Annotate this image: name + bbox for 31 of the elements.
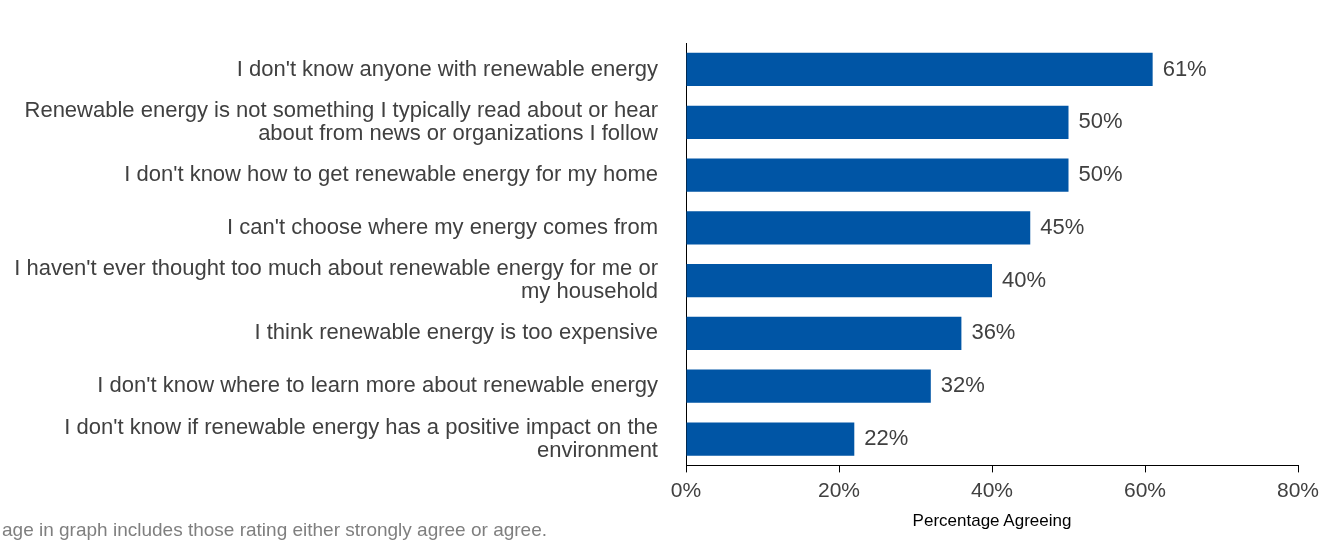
y-tick-label: I can't choose where my energy comes from: [227, 213, 658, 239]
bar: [686, 52, 1153, 87]
data-label: 61%: [1162, 55, 1207, 81]
data-label: 50%: [1078, 161, 1123, 187]
y-tick-label: Renewable energy is not something I typically read about or hear about from news or organizations I follow: [24, 96, 659, 145]
y-tick-label: I don't know how to get renewable energy for my home: [124, 161, 658, 187]
x-tick-label: 40%: [970, 477, 1014, 501]
x-tick-label: 60%: [1123, 477, 1167, 501]
text: age in graph includes those rating either strongly agree or agree.: [2, 518, 548, 540]
bar: [686, 369, 931, 403]
y-tick-label: I haven't ever thought too much about renewable energy for me or my household: [14, 255, 658, 304]
data-label: 36%: [971, 319, 1016, 345]
data-label: 40%: [1002, 266, 1047, 292]
y-tick-label: I don't know anyone with renewable energy: [236, 55, 658, 81]
data-label: 45%: [1040, 213, 1085, 239]
x-tick-label: 80%: [1276, 477, 1320, 501]
y-tick-label: I think renewable energy is too expensive: [254, 319, 658, 345]
data-label: 32%: [940, 372, 985, 398]
bar: [686, 264, 992, 298]
x-tick-label: 20%: [817, 477, 861, 501]
bar: [686, 316, 962, 351]
data-label: 50%: [1078, 108, 1123, 134]
bar: [686, 158, 1069, 192]
bar: [686, 422, 855, 456]
bar: [686, 211, 1031, 245]
y-tick-label: I don't know if renewable energy has a positive impact on the environment: [64, 413, 658, 462]
bar: [686, 105, 1069, 139]
x-axis-title: Percentage Agreeing: [912, 511, 1072, 531]
x-tick-label: 0%: [670, 477, 702, 501]
data-label: 22%: [864, 425, 909, 451]
y-tick-label: I don't know where to learn more about renewable energy: [97, 372, 658, 398]
